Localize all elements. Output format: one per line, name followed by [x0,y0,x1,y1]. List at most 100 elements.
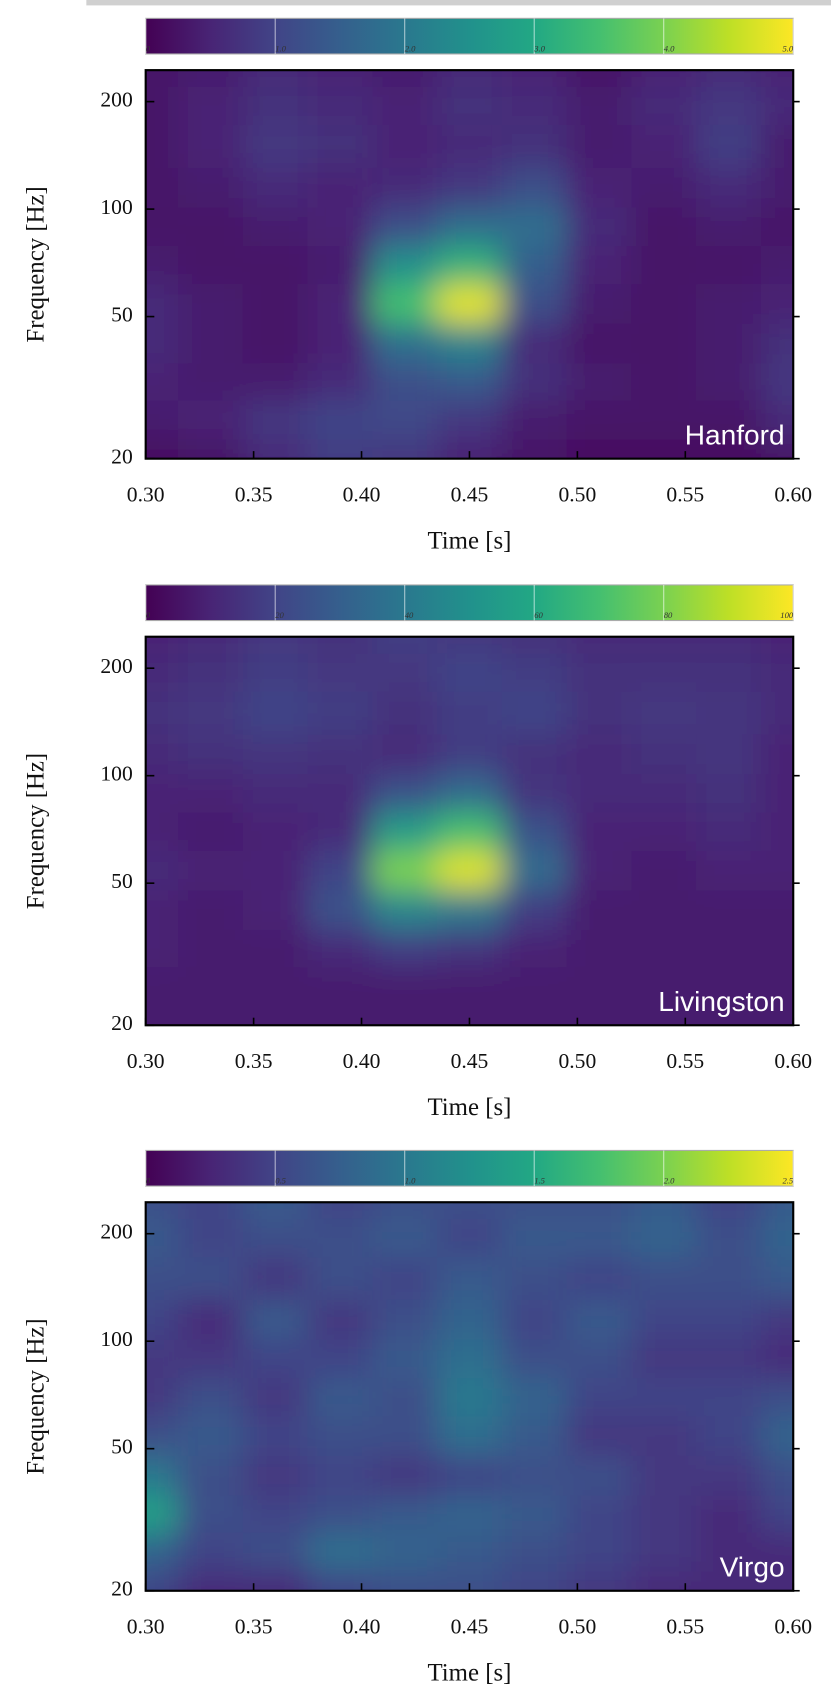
heatmap-cell [566,636,633,654]
heatmap-cell [242,733,309,775]
heatmap-cell [760,1338,794,1379]
x-tick-label: 0.30 [127,1614,165,1638]
heatmap-cell [178,1217,244,1258]
heatmap-cell [760,1415,794,1456]
x-tick-label: 0.50 [558,1049,596,1073]
heatmap-cell [178,1202,244,1220]
detector-label: Livingston [658,986,784,1017]
heatmap-cell [631,811,698,851]
heatmap-cell [178,928,244,968]
heatmap-cell [696,123,762,168]
colorbar-tick-label: 60 [534,610,543,620]
heatmap-cell [242,166,309,208]
heatmap-cell [372,123,439,168]
heatmap-cell [372,166,439,208]
heatmap-cell [696,690,762,735]
heatmap-cell [178,733,244,775]
heatmap-cell [631,322,698,364]
heatmap-cell [437,70,503,87]
heatmap-cell [178,70,244,87]
heatmap-cell [501,1338,568,1379]
heatmap-cell [307,811,374,851]
heatmap-cell [437,652,503,692]
heatmap-cell [566,1415,633,1456]
heatmap-cell [696,1338,762,1379]
heatmap-cell [631,928,698,968]
heatmap-cell [501,1256,568,1301]
heatmap-cell [242,362,309,401]
heatmap-cell [437,928,503,968]
heatmap-cell [566,966,633,1006]
heatmap-cell [696,849,762,891]
heatmap-cell [372,636,439,654]
heatmap-cell [501,849,568,891]
heatmap-cell [760,322,794,364]
y-tick-label: 50 [111,1435,133,1459]
heatmap-cell [307,733,374,775]
heatmap-cell [501,1494,568,1533]
heatmap-cell [696,438,762,459]
heatmap-cell [437,85,503,126]
heatmap-cell [696,1298,762,1340]
heatmap-cell [696,85,762,126]
heatmap-cell [178,966,244,1006]
heatmap-cell [242,1494,309,1533]
panel: 0 1.0 2.0 3.0 4.0 5.0 0.30 0.35 0.40 0.45 0.50 0.55… [22,17,812,555]
heatmap-cell [566,1298,633,1340]
heatmap-cell [501,1202,568,1220]
heatmap-cell [145,966,180,1006]
panel: 0 20 40 60 80 100 0.30 0.35 0.40 0.45 0.50 0.55 0.60… [22,584,812,1121]
y-tick-label: 200 [100,654,132,678]
x-tick-label: 0.30 [127,1049,165,1073]
x-tick-label: 0.60 [774,1049,812,1073]
heatmap-cell [145,1494,180,1533]
heatmap-cell [631,1570,698,1591]
heatmap-cell [145,928,180,968]
heatmap-cell [178,85,244,126]
heatmap-cell [501,1004,568,1026]
heatmap-cell [242,690,309,735]
heatmap-cell [566,70,633,87]
heatmap-cell [372,966,439,1006]
heatmap-cell [178,652,244,692]
heatmap-cell [178,1256,244,1301]
colorbar-tick-label: 0.5 [275,1176,286,1186]
heatmap-cell [566,362,633,401]
heatmap-cell [501,399,568,440]
heatmap-cell [178,773,244,813]
heatmap-cell [696,1531,762,1572]
heatmap-cell [145,123,180,168]
heatmap-cell [145,1338,180,1379]
heatmap-cell [372,1004,439,1026]
heatmap-cell [307,1298,374,1340]
colorbar-tick-label: 2.5 [782,1176,793,1186]
colorbar-tick-label: 0 [146,44,151,54]
heatmap-cell [372,1494,439,1533]
heatmap-cell [307,1256,374,1301]
x-tick-label: 0.45 [451,1614,489,1638]
y-tick-label: 20 [111,445,133,469]
heatmap-cell [145,244,180,285]
heatmap-cell [501,889,568,930]
heatmap-cell [372,206,439,247]
heatmap-cell [760,362,794,401]
heatmap-cell [437,636,503,654]
x-axis-label: Time [s] [428,528,512,555]
heatmap-cell [372,849,439,891]
heatmap-cell [372,70,439,87]
x-tick-label: 0.60 [774,482,812,506]
heatmap-cell [437,1454,503,1496]
heatmap-cell [760,70,794,87]
colorbar-tick-label: 4.0 [664,44,675,54]
heatmap-cell [307,928,374,968]
heatmap-cell [760,1570,794,1591]
plot-frame [144,635,795,1027]
heatmap-cell [696,811,762,851]
colorbar-tick-label: 80 [664,610,673,620]
heatmap-cell [631,1217,698,1258]
y-tick-label: 50 [111,303,133,327]
heatmap-cell [242,1454,309,1496]
heatmap-cell [178,1298,244,1340]
heatmap-cell [242,283,309,324]
